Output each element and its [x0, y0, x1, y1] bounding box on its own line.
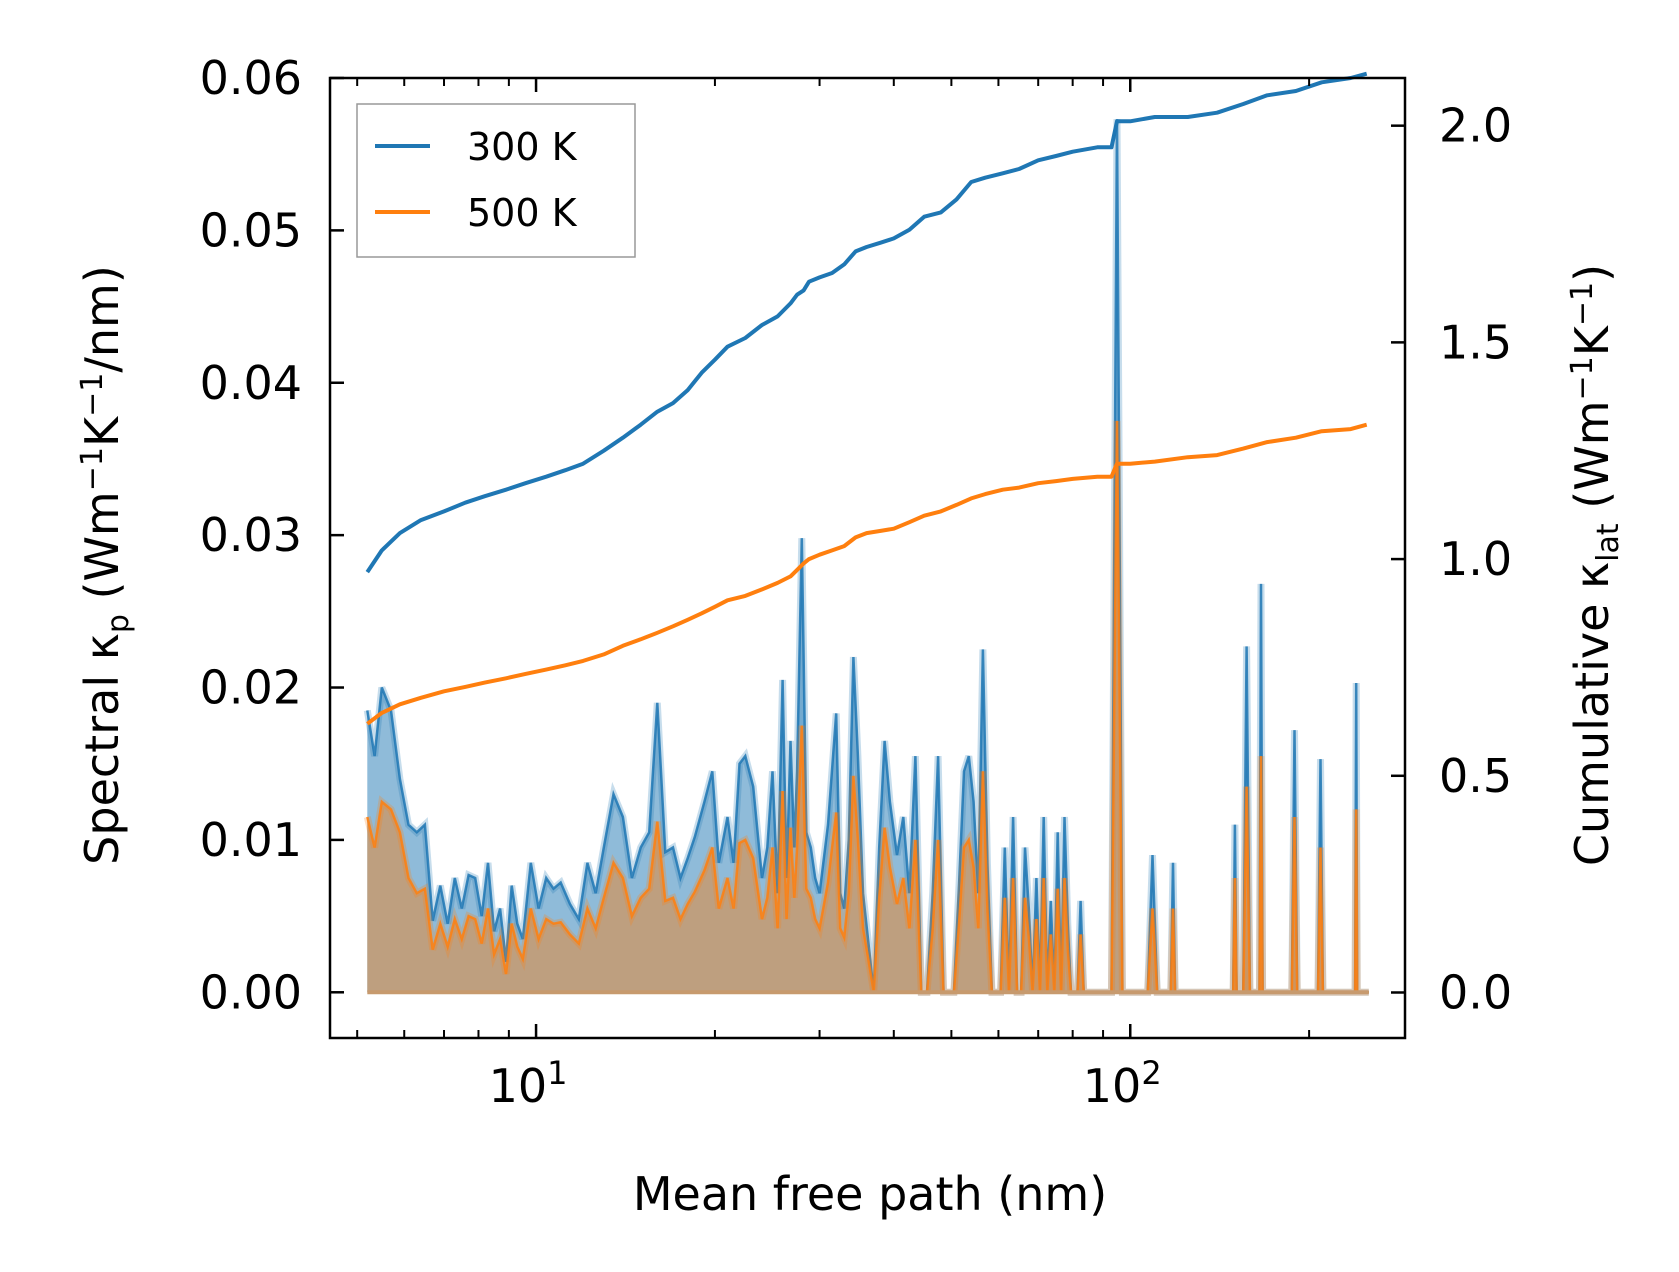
y-left-tick-label: 0.04 [200, 356, 302, 410]
ylabel-right-unit-close: ) [1565, 264, 1619, 282]
y-right-tick-label: 1.5 [1439, 315, 1512, 369]
y-left-tick-label: 0.06 [200, 51, 302, 105]
ylabel-right-main: Cumulative κ [1565, 562, 1619, 866]
ylabel-left-main: Spectral κ [75, 633, 129, 865]
x-tick-label-base: 10 [489, 1059, 548, 1113]
ylabel-right-sup2: −1 [1565, 282, 1600, 326]
y-left-tick-label: 0.00 [200, 965, 302, 1019]
ylabel-left-sup1: −1 [75, 447, 110, 491]
legend-label-500k: 500 K [467, 191, 578, 235]
y-left-tick-label: 0.03 [200, 508, 302, 562]
x-tick-label-exp: 1 [547, 1054, 567, 1092]
ylabel-right-unit-mid: K [1565, 324, 1619, 356]
x-tick-label-exp: 2 [1141, 1054, 1161, 1092]
ylabel-left-sup2: −1 [75, 373, 110, 417]
x-tick-label: 102 [1083, 1054, 1162, 1113]
y-left-tick-label: 0.05 [200, 203, 302, 257]
y-left-tick-label: 0.02 [200, 661, 302, 715]
x-tick-label: 101 [489, 1054, 568, 1113]
cumulative-line-300k [365, 71, 1368, 574]
y-axis-label-left: Spectral κp (Wm−1K−1/nm) [75, 265, 136, 865]
ylabel-left-unit-close: /nm) [75, 265, 129, 372]
y-right-tick-label: 1.0 [1439, 532, 1512, 586]
ylabel-right-unit-open: (Wm [1565, 400, 1619, 523]
y-left-tick-label: 0.01 [200, 813, 302, 867]
legend-label-300k: 300 K [467, 125, 578, 169]
cumulative-line-500k [366, 422, 1368, 726]
spectral-area-500k [367, 420, 1369, 993]
x-axis-label: Mean free path (nm) [633, 1167, 1107, 1221]
ylabel-right-sub: lat [1591, 523, 1626, 562]
y-right-tick-label: 0.0 [1439, 965, 1512, 1019]
ylabel-left-unit-mid: K [75, 415, 129, 447]
legend-frame [356, 103, 636, 258]
ylabel-right-sup1: −1 [1565, 356, 1600, 400]
x-tick-label-base: 10 [1083, 1059, 1142, 1113]
y-right-tick-label: 2.0 [1439, 99, 1512, 153]
ylabel-left-unit-open: (Wm [75, 491, 129, 614]
legend: 300 K 500 K [356, 103, 636, 258]
plot-area [363, 71, 1369, 996]
axes: 0.00 0.01 0.02 0.03 0.04 0.05 0.06 0.0 0.5 1.0 1.5… [200, 51, 1513, 1113]
y-right-tick-label: 0.5 [1439, 749, 1512, 803]
y-axis-label-right: Cumulative κlat (Wm−1K−1) [1565, 264, 1626, 866]
ylabel-left-sub: p [101, 614, 136, 633]
